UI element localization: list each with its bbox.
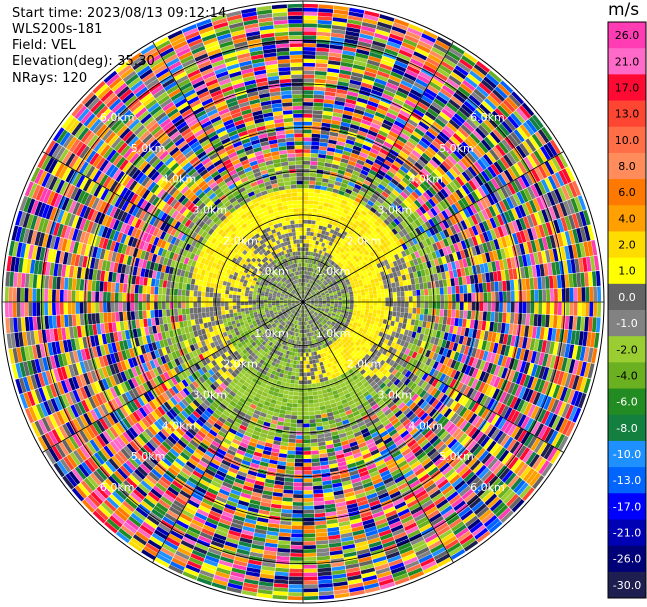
range-ring-label: 1.0km [316, 327, 351, 340]
azimuth-spoke [42, 151, 304, 303]
colorbar-swatch [608, 571, 646, 599]
colorbar-tick-label: 17.0 [615, 81, 640, 94]
range-ring-label: 3.0km [378, 389, 413, 402]
range-ring-label: 5.0km [131, 142, 166, 155]
colorbar-tick-label: -8.0 [616, 422, 637, 435]
colorbar-tick-label: 1.0 [618, 265, 636, 278]
colorbar-swatch [608, 388, 646, 416]
colorbar-swatch [608, 440, 646, 468]
range-ring-label: 4.0km [162, 173, 197, 186]
azimuth-spoke [152, 41, 304, 303]
colorbar-border [607, 21, 647, 599]
range-ring-label: 2.0km [347, 358, 382, 371]
colorbar-swatch [608, 519, 646, 547]
colorbar-swatch [608, 283, 646, 311]
colorbar-swatch [608, 310, 646, 337]
colorbar-tick-label: -6.0 [616, 396, 637, 409]
colorbar-swatch [608, 362, 646, 390]
elevation-label: Elevation(deg): 35.30 [12, 54, 155, 69]
range-ring-label: 6.0km [470, 481, 505, 494]
range-ring-label: 6.0km [100, 111, 135, 124]
range-ring-label: 2.0km [347, 234, 382, 247]
range-ring-label: 1.0km [254, 327, 289, 340]
range-ring-label: 3.0km [193, 389, 228, 402]
colorbar-tick-label: -2.0 [616, 343, 637, 356]
colorbar-swatch [608, 74, 646, 102]
colorbar-swatch [608, 336, 646, 363]
range-rings: 1.0km 1.0km 1.0km 1.0km 2.0km 2.0km 2.0km 2.0km… [1, 0, 605, 604]
range-ring-label: 1.0km [254, 265, 289, 278]
colorbar-tick-label: 4.0 [618, 212, 636, 225]
colorbar-swatch [608, 545, 646, 573]
colorbar-tick-label: 0.0 [618, 291, 636, 304]
colorbar-swatch [608, 231, 646, 259]
colorbar-tick-label: 21.0 [615, 55, 640, 68]
colorbar-tick-label: -4.0 [616, 369, 637, 382]
azimuth-spoke [302, 301, 564, 453]
colorbar-tick-label: -30.0 [613, 579, 641, 592]
colorbar-swatch [608, 414, 646, 442]
colorbar-tick-label: 26.0 [615, 29, 640, 42]
colorbar-tick-label: -13.0 [613, 474, 641, 487]
azimuth-spoke [302, 151, 564, 303]
range-ring-label: 5.0km [439, 450, 474, 463]
colorbar-tick-label: 8.0 [618, 160, 636, 173]
ppi-velocity-gates [4, 3, 602, 601]
colorbar-tick-label: -17.0 [613, 500, 641, 513]
range-ring-label: 4.0km [408, 173, 443, 186]
field-label: Field: VEL [12, 38, 76, 53]
range-ring-label: 6.0km [100, 481, 135, 494]
azimuth-spoke [152, 301, 304, 563]
colorbar-tick-label: -26.0 [613, 553, 641, 566]
range-ring-label: 2.0km [223, 358, 258, 371]
colorbar-swatch [608, 493, 646, 520]
colorbar-swatch [608, 126, 646, 154]
colorbar-tick-label: -1.0 [616, 317, 637, 330]
colorbar-tick-label: 2.0 [618, 239, 636, 252]
outer-ring [1, 0, 605, 604]
colorbar-swatch [608, 179, 646, 206]
range-ring-label: 1.0km [316, 265, 351, 278]
colorbar-swatch [608, 100, 646, 128]
colorbar-tick-label: 13.0 [615, 108, 640, 121]
azimuth-spoke [302, 41, 454, 303]
colorbar-tick-label: -21.0 [613, 527, 641, 540]
colorbar-swatch [608, 257, 646, 285]
azimuth-spoke [302, 301, 454, 563]
range-ring-label: 3.0km [378, 204, 413, 217]
range-ring-label: 6.0km [470, 111, 505, 124]
azimuth-spoke [42, 301, 304, 453]
range-ring-label: 5.0km [131, 450, 166, 463]
instrument-label: WLS200s-181 [12, 22, 103, 37]
range-ring-label: 2.0km [223, 234, 258, 247]
nrays-label: NRays: 120 [12, 71, 88, 86]
colorbar-swatch [608, 152, 646, 180]
colorbar-title: m/s [608, 0, 640, 20]
range-ring-label: 4.0km [408, 419, 443, 432]
start-time-label: Start time: 2023/08/13 09:12:14 [12, 6, 227, 21]
colorbar-tick-label: -10.0 [613, 448, 641, 461]
range-ring-label: 5.0km [439, 142, 474, 155]
colorbar-swatch [608, 22, 646, 49]
colorbar-tick-label: 6.0 [618, 186, 636, 199]
range-ring-label: 3.0km [193, 204, 228, 217]
colorbar-swatch [608, 205, 646, 232]
range-ring-label: 4.0km [162, 419, 197, 432]
colorbar-swatch [608, 48, 646, 75]
colorbar-tick-label: 10.0 [615, 134, 640, 147]
colorbar-swatch [608, 467, 646, 494]
